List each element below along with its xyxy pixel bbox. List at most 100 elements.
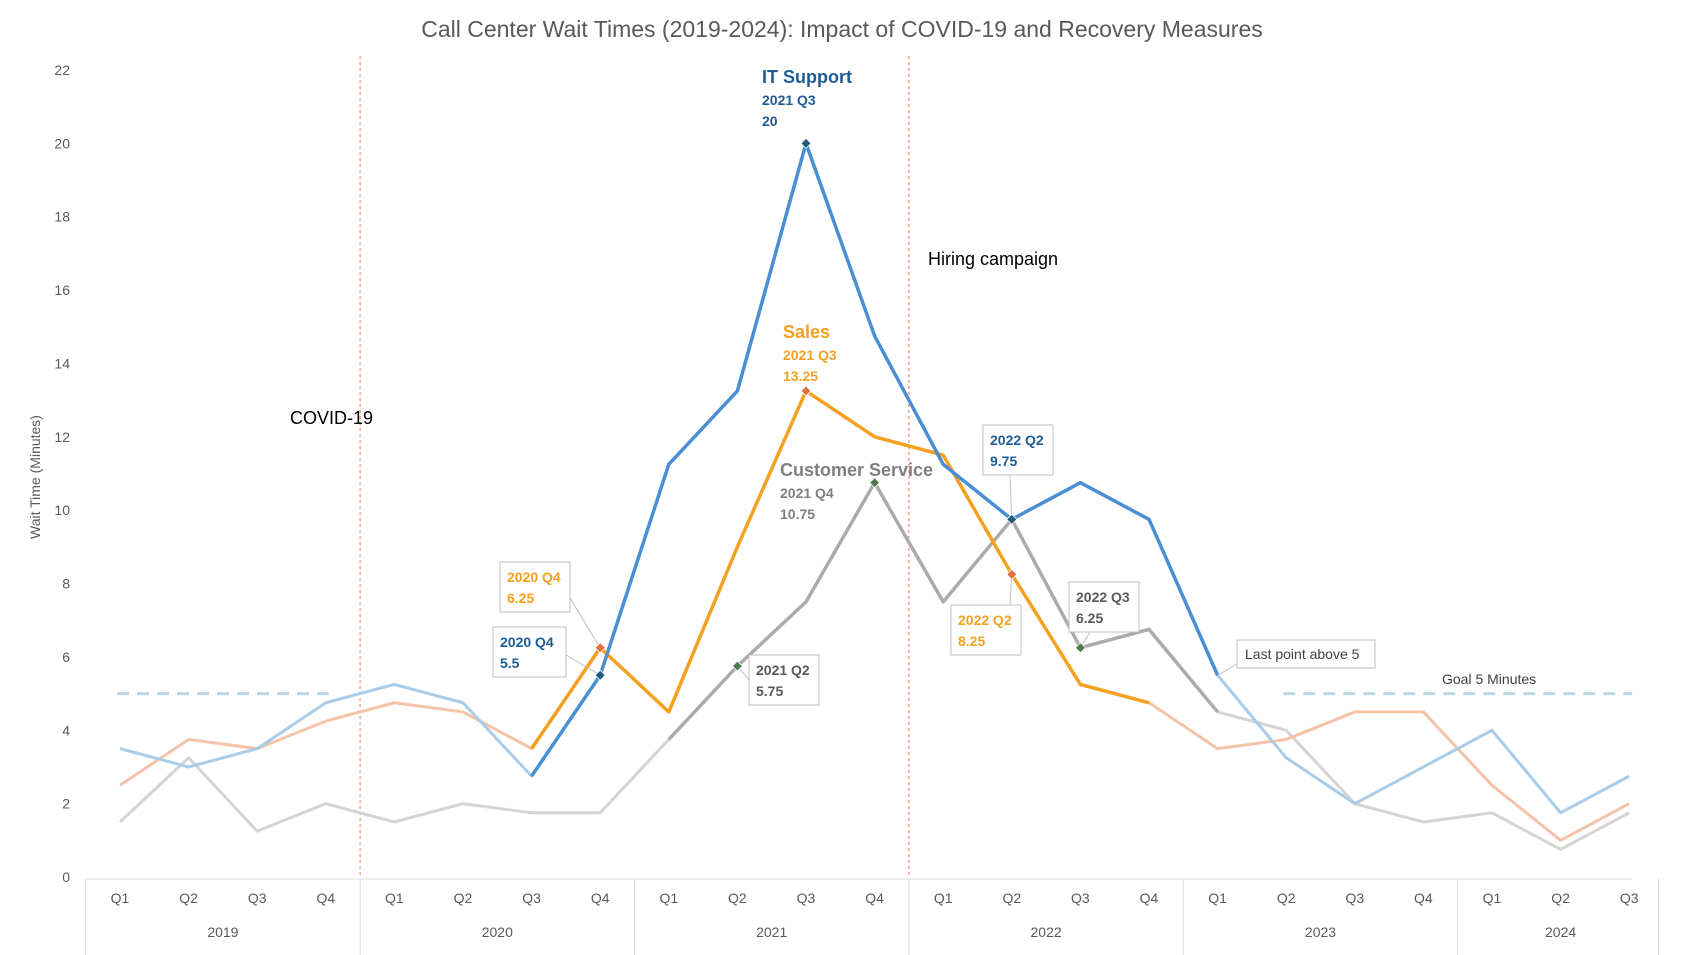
x-tick-quarter: Q1 [1208, 890, 1227, 906]
y-tick-label: 18 [54, 209, 70, 225]
cs-peak-label: Customer Service 2021 Q4 10.75 [780, 460, 933, 522]
cs-peak-name: Customer Service [780, 460, 933, 480]
x-tick-quarter: Q4 [865, 890, 884, 906]
callout-leader [1009, 474, 1013, 520]
y-tick-label: 20 [54, 135, 70, 151]
marker-cs-11 [869, 477, 881, 489]
x-tick-quarter: Q4 [316, 890, 335, 906]
callout-it-2020q4: 2020 Q4 5.5 [492, 626, 567, 678]
x-tick-quarter: Q2 [454, 890, 473, 906]
x-tick-year: 2023 [1305, 924, 1336, 940]
covid-annotation: COVID-19 [290, 408, 373, 428]
callout-sales-2020q4: 2020 Q4 6.25 [499, 561, 571, 613]
callout-sales-2022q2: 2022 Q2 8.25 [950, 604, 1022, 656]
x-tick-year: 2022 [1031, 924, 1062, 940]
it-peak-period: 2021 Q3 [762, 92, 816, 108]
y-tick-label: 6 [62, 649, 70, 665]
x-tick-quarter: Q2 [728, 890, 747, 906]
series-line-it [530, 141, 1220, 778]
callout-cs-2021q2: 2021 Q2 5.75 [748, 654, 820, 706]
x-tick-year: 2019 [207, 924, 238, 940]
series-line-cs [667, 480, 1219, 741]
sales-peak-name: Sales [783, 322, 830, 342]
y-tick-label: 0 [62, 869, 70, 885]
it-peak-label: IT Support 2021 Q3 20 [762, 67, 852, 129]
x-tick-quarter: Q2 [1002, 890, 1021, 906]
x-tick-quarter: Q3 [522, 890, 541, 906]
x-tick-year: 2020 [482, 924, 513, 940]
hiring-campaign-annotation: Hiring campaign [928, 249, 1058, 269]
y-tick-label: 10 [54, 502, 70, 518]
event-lines [359, 56, 910, 877]
series-line-sales [530, 389, 1150, 750]
y-tick-label: 22 [54, 62, 70, 78]
callout-it-2020q4-value: 5.5 [500, 655, 520, 671]
y-axis-title: Wait Time (Minutes) [27, 415, 43, 539]
callout-sales-2022q2-value: 8.25 [958, 633, 985, 649]
x-tick-quarter: Q1 [659, 890, 678, 906]
x-tick-quarter: Q2 [1277, 890, 1296, 906]
callout-last-above-5: Last point above 5 [1236, 639, 1376, 669]
series-lines [118, 141, 1630, 851]
cs-peak-period: 2021 Q4 [780, 485, 834, 501]
x-tick-quarter: Q3 [797, 890, 816, 906]
x-tick-quarter: Q3 [248, 890, 267, 906]
callout-cs-2022q3-period: 2022 Q3 [1076, 589, 1130, 605]
marker-it-10 [800, 137, 812, 149]
marker-cs-14 [1074, 642, 1086, 654]
callout-leader [565, 654, 601, 676]
y-tick-label: 12 [54, 429, 70, 445]
y-tick-label: 8 [62, 576, 70, 592]
chart-title: Call Center Wait Times (2019-2024): Impa… [421, 16, 1263, 42]
x-tick-quarter: Q2 [179, 890, 198, 906]
sales-peak-period: 2021 Q3 [783, 347, 837, 363]
callout-leader [1217, 663, 1238, 676]
callout-sales-2020q4-period: 2020 Q4 [507, 569, 561, 585]
callout-it-2022q2-period: 2022 Q2 [990, 432, 1044, 448]
sales-peak-label: Sales 2021 Q3 13.25 [783, 322, 837, 384]
x-tick-quarter: Q2 [1551, 890, 1570, 906]
callout-cs-2021q2-value: 5.75 [756, 683, 783, 699]
callout-cs-2022q3: 2022 Q3 6.25 [1068, 581, 1140, 633]
x-tick-quarter: Q1 [934, 890, 953, 906]
marker-it-13 [1006, 513, 1018, 525]
y-axis-ticks: 0 2 4 6 8 10 12 14 16 18 20 22 [54, 62, 70, 885]
callout-it-2022q2: 2022 Q2 9.75 [982, 424, 1054, 476]
y-tick-label: 2 [62, 796, 70, 812]
callout-it-2022q2-value: 9.75 [990, 453, 1017, 469]
highlight-markers [594, 137, 1086, 681]
callout-it-2020q4-period: 2020 Q4 [500, 634, 554, 650]
goal-label: Goal 5 Minutes [1442, 671, 1536, 687]
y-tick-label: 4 [62, 722, 70, 738]
x-tick-quarter: Q4 [591, 890, 610, 906]
x-tick-quarter: Q1 [1483, 890, 1502, 906]
it-peak-name: IT Support [762, 67, 852, 87]
x-tick-year: 2021 [756, 924, 787, 940]
callout-cs-2022q3-value: 6.25 [1076, 610, 1103, 626]
x-tick-quarter: Q4 [1140, 890, 1159, 906]
callout-cs-2021q2-period: 2021 Q2 [756, 662, 810, 678]
marker-it-7 [594, 669, 606, 681]
callout-sales-2020q4-value: 6.25 [507, 590, 534, 606]
x-tick-quarter: Q1 [385, 890, 404, 906]
marker-sales-13 [1006, 568, 1018, 580]
x-tick-quarter: Q3 [1071, 890, 1090, 906]
x-tick-quarter: Q4 [1414, 890, 1433, 906]
x-tick-quarter: Q3 [1345, 890, 1364, 906]
sales-peak-value: 13.25 [783, 368, 818, 384]
marker-sales-10 [800, 385, 812, 397]
marker-sales-7 [594, 642, 606, 654]
callout-last-above-5-text: Last point above 5 [1245, 646, 1360, 662]
marker-cs-9 [731, 660, 743, 672]
callout-sales-2022q2-period: 2022 Q2 [958, 612, 1012, 628]
it-peak-value: 20 [762, 113, 778, 129]
x-axis: Q1 Q2 Q3 Q4 2019 Q1 Q2 Q3 Q4 2020 Q1 Q2 Q3 Q4 2021 Q1 Q2… [85, 878, 1659, 955]
x-tick-quarter: Q1 [111, 890, 130, 906]
y-tick-label: 14 [54, 355, 70, 371]
cs-peak-value: 10.75 [780, 506, 815, 522]
callout-leader [569, 597, 601, 648]
x-tick-quarter: Q3 [1620, 890, 1639, 906]
y-tick-label: 16 [54, 282, 70, 298]
x-tick-year: 2024 [1545, 924, 1576, 940]
